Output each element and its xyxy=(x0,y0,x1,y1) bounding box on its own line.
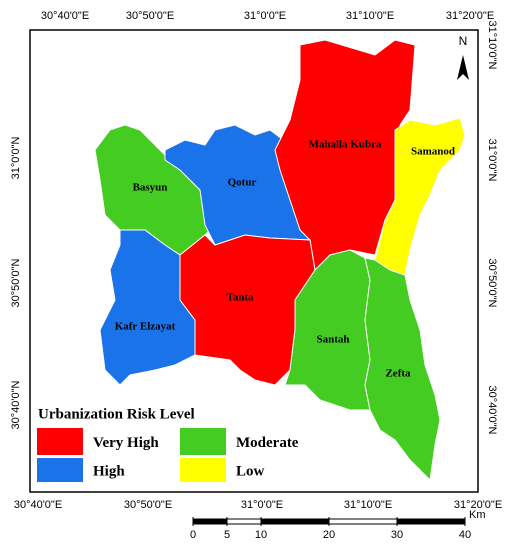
top-coord-label: 31°0'0"E xyxy=(244,10,286,22)
region xyxy=(374,117,466,276)
legend-label: Low xyxy=(236,463,265,479)
region xyxy=(99,229,196,386)
region-label: Kafr Elzayat xyxy=(115,321,176,333)
region-label: Basyun xyxy=(133,182,168,194)
scale-tick-label: 20 xyxy=(323,529,335,541)
left-coord-label: 30°40'0"N xyxy=(10,380,22,429)
bottom-coord-label: 30°50'0"E xyxy=(124,499,172,511)
bottom-coord-label: 30°40'0"E xyxy=(14,499,62,511)
scale-unit: Km xyxy=(469,509,486,521)
region xyxy=(274,39,416,272)
legend-label: High xyxy=(93,463,125,479)
right-coord-label: 31°0'0"N xyxy=(486,139,498,182)
region-label: Zefta xyxy=(385,368,411,380)
legend-swatch xyxy=(37,428,83,455)
bottom-coord-label: 31°20'0"E xyxy=(454,499,502,511)
top-coord-label: 31°10'0"E xyxy=(346,10,394,22)
scale-tick-label: 30 xyxy=(391,529,403,541)
region-label: Santah xyxy=(316,334,349,346)
right-coord-label: 30°50'0"N xyxy=(486,259,498,308)
region-label: Samanod xyxy=(411,146,455,158)
legend-swatch xyxy=(180,428,226,455)
north-arrow: N xyxy=(457,34,469,80)
left-coord-label: 30°50'0"N xyxy=(10,258,22,307)
region-label: Tanta xyxy=(226,292,254,304)
legend-title: Urbanization Risk Level xyxy=(38,406,195,422)
left-coord-label: 31°0'0"N xyxy=(10,137,22,180)
regions xyxy=(94,39,466,482)
scale-tick-label: 5 xyxy=(224,529,230,541)
region-label: Qotur xyxy=(228,177,257,189)
top-coord-label: 30°40'0"E xyxy=(41,10,89,22)
top-coord-label: 30°50'0"E xyxy=(126,10,174,22)
scale-segment xyxy=(226,518,262,525)
legend-label: Moderate xyxy=(236,435,299,451)
right-coord-label: 30°40'0"N xyxy=(486,386,498,435)
north-label: N xyxy=(459,34,468,48)
bottom-coord-label: 31°0'0"E xyxy=(241,499,283,511)
legend-swatch xyxy=(180,458,226,482)
top-coord-label: 31°20'0"E xyxy=(446,10,494,22)
region xyxy=(364,257,441,482)
scale-tick-label: 0 xyxy=(190,529,196,541)
scale-segment xyxy=(328,518,398,525)
bottom-coord-label: 31°10'0"E xyxy=(344,499,392,511)
region-label: Mahalla Kubra xyxy=(308,139,382,151)
scale-segment xyxy=(260,518,330,525)
scale-tick-label: 10 xyxy=(255,529,267,541)
scale-segment xyxy=(396,518,466,525)
scale-segment xyxy=(192,518,228,525)
legend-swatch xyxy=(37,458,83,482)
right-coord-label: 31°10'0"N xyxy=(486,21,498,70)
legend-label: Very High xyxy=(93,435,159,451)
scale-tick-label: 40 xyxy=(459,529,471,541)
north-arrow-icon xyxy=(457,55,469,80)
